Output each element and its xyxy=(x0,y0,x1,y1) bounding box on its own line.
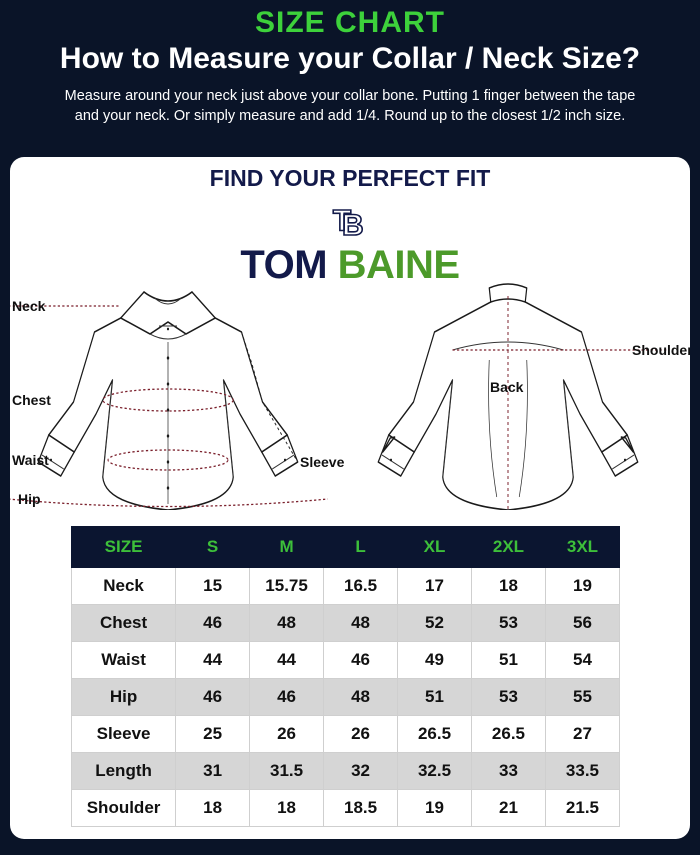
svg-text:B: B xyxy=(342,209,364,242)
